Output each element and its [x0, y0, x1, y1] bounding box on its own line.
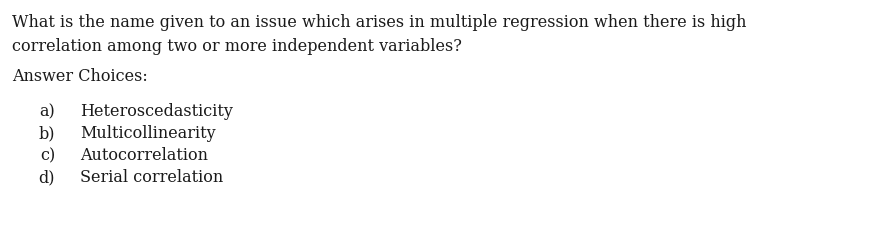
- Text: Heteroscedasticity: Heteroscedasticity: [80, 103, 233, 120]
- Text: b): b): [38, 125, 55, 142]
- Text: Autocorrelation: Autocorrelation: [80, 147, 208, 164]
- Text: c): c): [40, 147, 55, 164]
- Text: a): a): [39, 103, 55, 120]
- Text: Serial correlation: Serial correlation: [80, 169, 223, 186]
- Text: d): d): [38, 169, 55, 186]
- Text: What is the name given to an issue which arises in multiple regression when ther: What is the name given to an issue which…: [12, 14, 746, 31]
- Text: correlation among two or more independent variables?: correlation among two or more independen…: [12, 38, 462, 55]
- Text: Answer Choices:: Answer Choices:: [12, 68, 147, 85]
- Text: Multicollinearity: Multicollinearity: [80, 125, 215, 142]
